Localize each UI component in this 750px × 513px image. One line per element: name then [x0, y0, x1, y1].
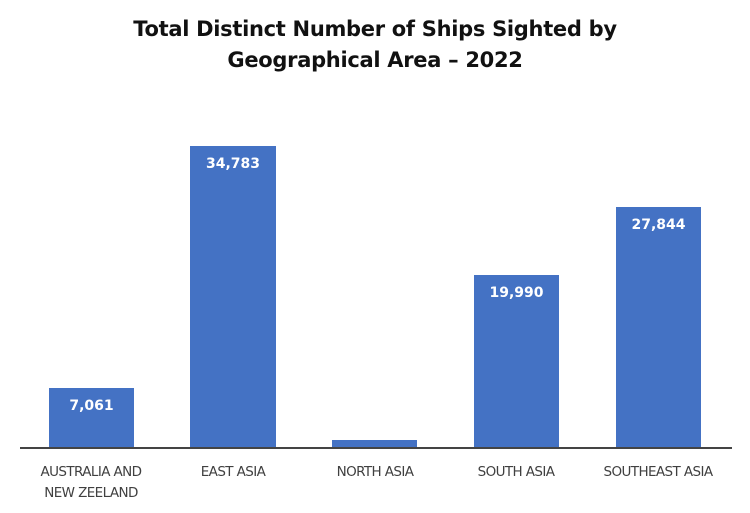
x-tick-label-line: NEW ZEELAND	[44, 485, 138, 501]
x-tick-label-east-asia: EAST ASIA	[163, 462, 303, 483]
bar-south-asia: 19,990	[474, 275, 559, 447]
data-label: 27,844	[631, 217, 686, 233]
bar-north-asia	[332, 440, 417, 447]
x-tick-label-line: EAST ASIA	[200, 464, 266, 480]
data-label: 19,990	[489, 285, 544, 301]
x-tick-label-line: AUSTRALIA AND	[40, 464, 143, 480]
bar-southeast-asia: 27,844	[616, 207, 701, 447]
x-tick-label-southeast-asia: SOUTHEAST ASIA	[588, 462, 728, 483]
bar-east-asia: 34,783	[190, 146, 276, 447]
x-tick-label-line: NORTH ASIA	[336, 464, 414, 480]
x-tick-label-line: SOUTH ASIA	[477, 464, 555, 480]
x-tick-label-south-asia: SOUTH ASIA	[446, 462, 586, 483]
data-label: 7,061	[69, 398, 114, 414]
chart-title-line-2: Geographical Area – 2022	[227, 48, 523, 72]
x-axis-line	[20, 447, 732, 449]
x-tick-label-line: SOUTHEAST ASIA	[603, 464, 714, 480]
x-tick-label-north-asia: NORTH ASIA	[305, 462, 445, 483]
chart-title-line-1: Total Distinct Number of Ships Sighted b…	[133, 17, 617, 41]
data-label: 34,783	[205, 156, 261, 172]
chart-title: Total Distinct Number of Ships Sighted b…	[0, 14, 750, 76]
x-tick-label-australia-new-zeeland: AUSTRALIA AND NEW ZEELAND	[21, 462, 161, 504]
bar-australia-new-zeeland: 7,061	[49, 388, 134, 447]
